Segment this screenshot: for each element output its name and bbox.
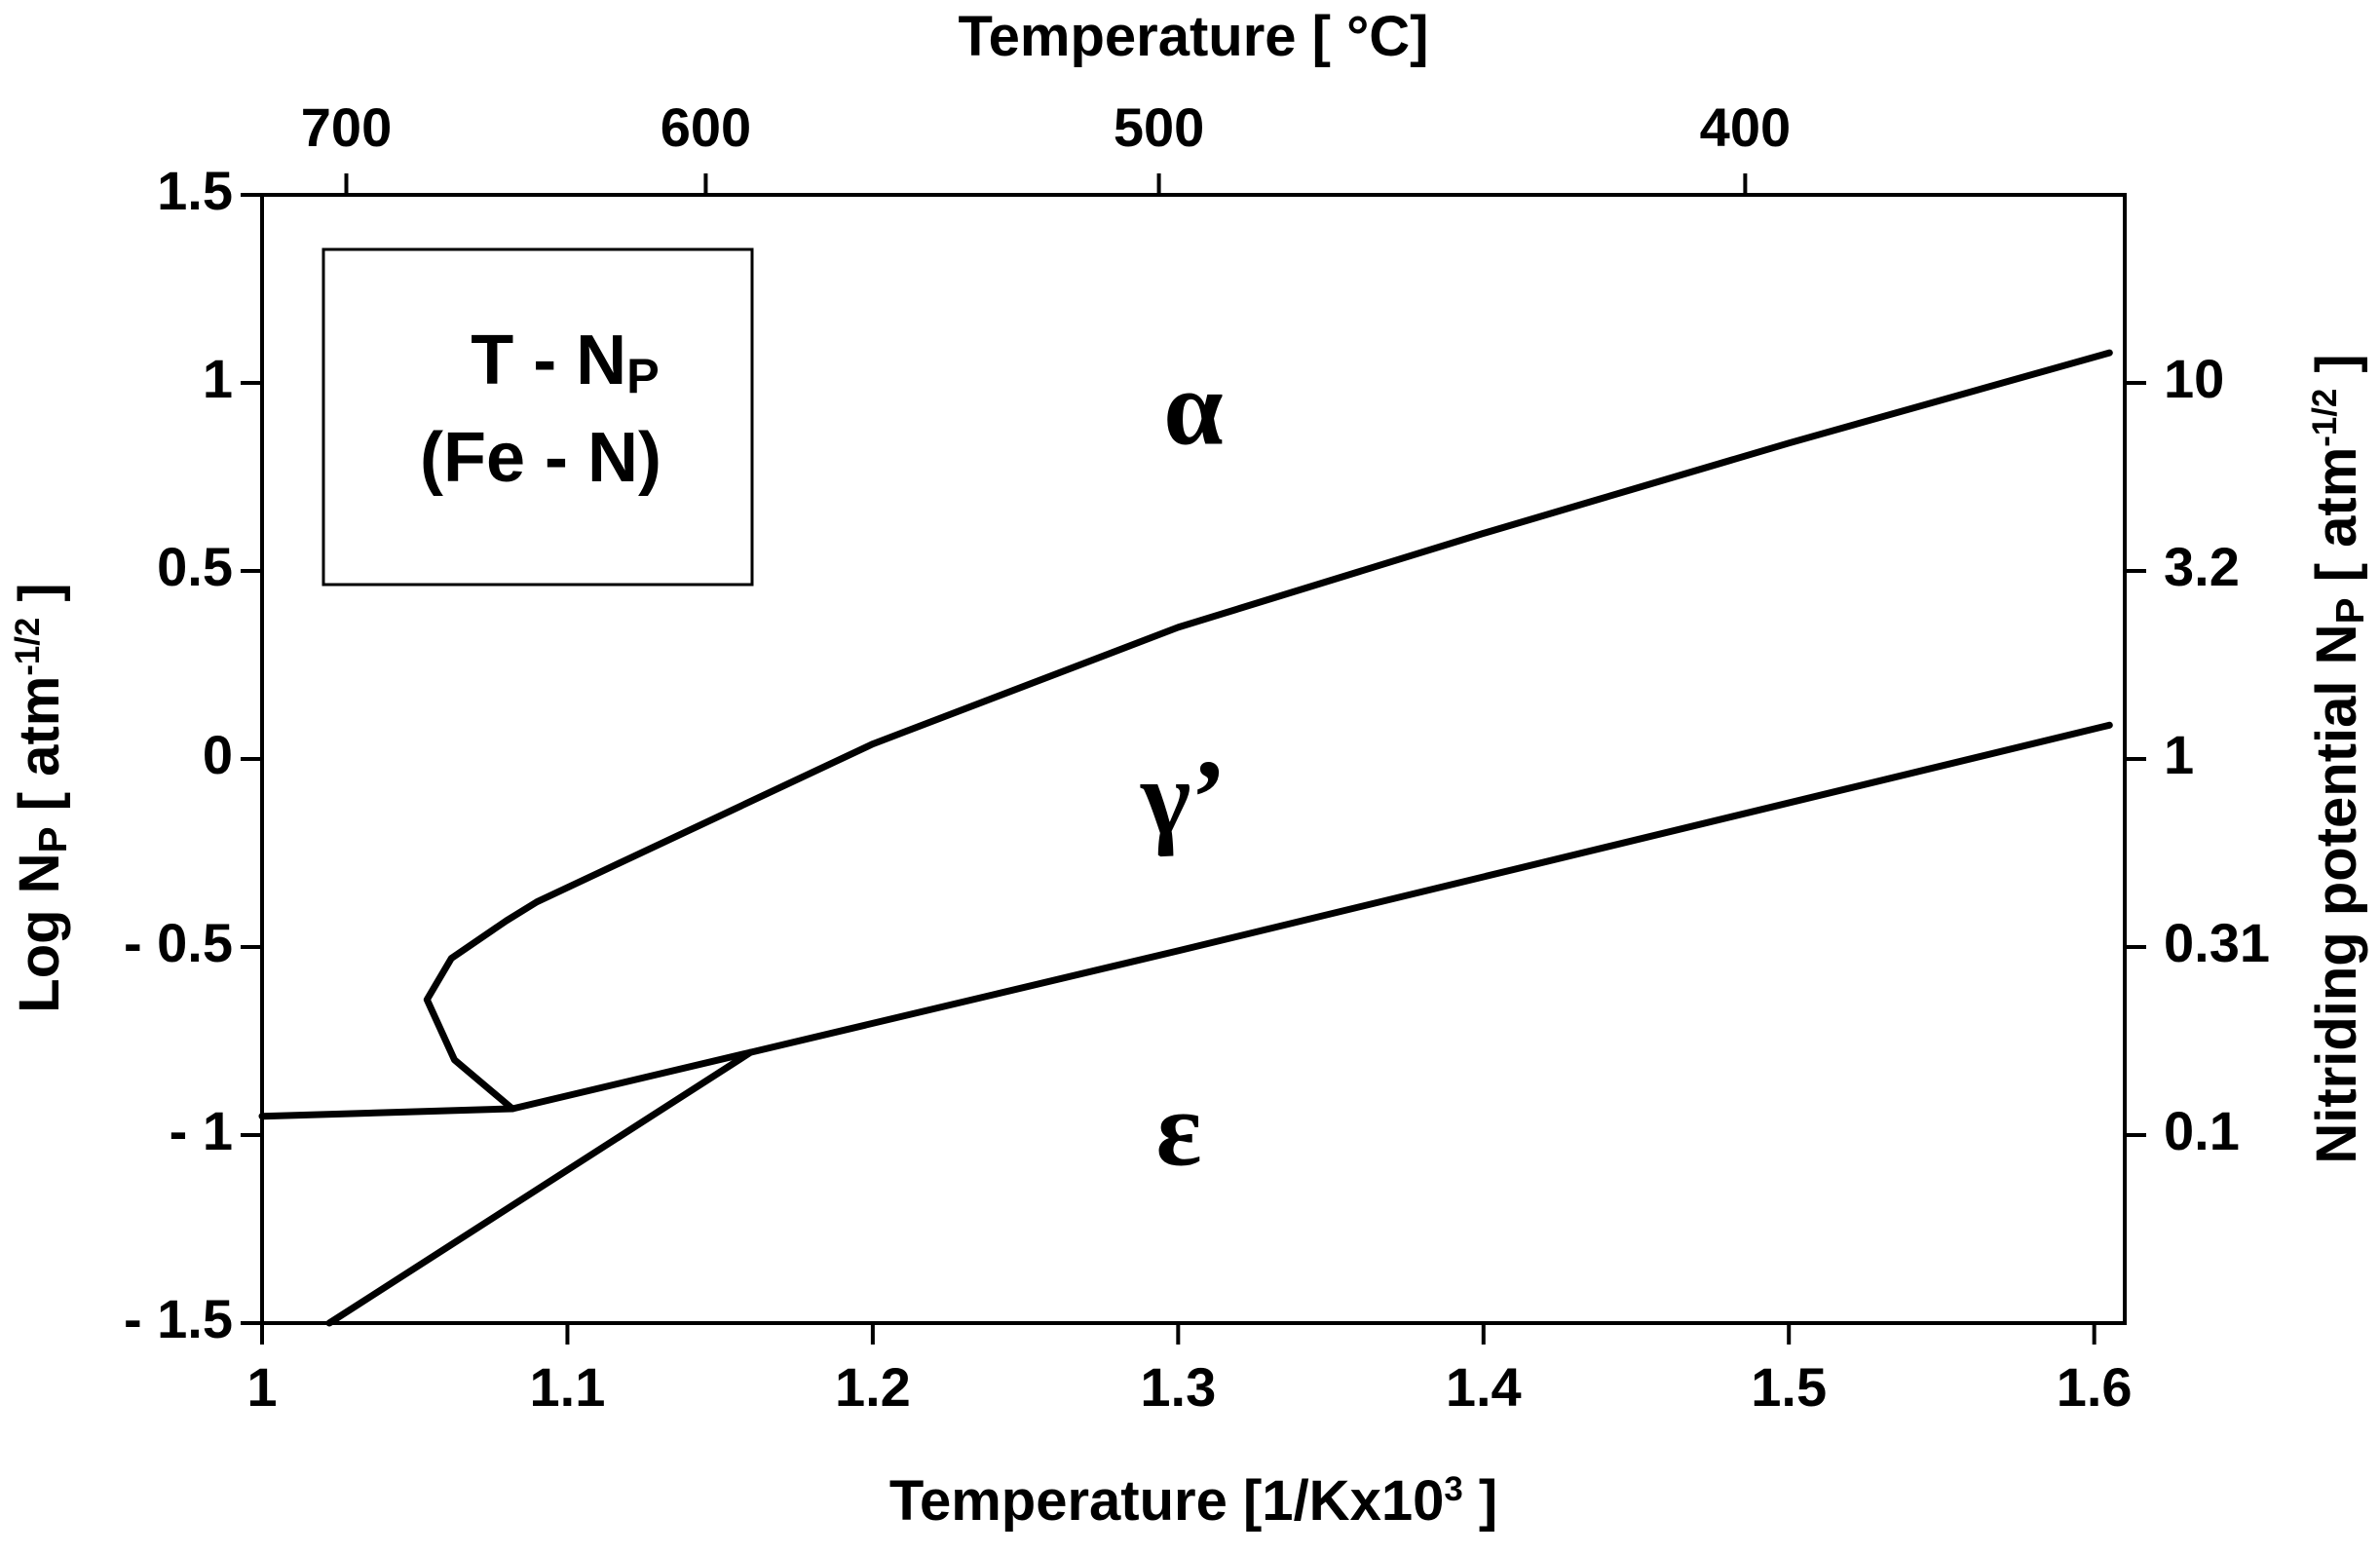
y2-tick-label: 3.2: [2164, 536, 2240, 597]
label-part: P: [30, 826, 75, 853]
x2-axis-title: Temperature [ °C]: [959, 5, 1429, 68]
y2-tick-label: 0.1: [2164, 1100, 2240, 1161]
y-tick-label: 1.5: [157, 160, 233, 221]
x2-tick-label: 600: [661, 96, 751, 158]
y2-axis-title: Nitriding potential NP [ atm-1/2 ]: [2305, 354, 2372, 1163]
label-part: P: [626, 348, 660, 403]
x-tick-label: 1: [246, 1356, 277, 1418]
y2-tick-label: 0.31: [2164, 912, 2270, 973]
region-label: α: [1163, 348, 1223, 467]
y-tick-label: - 1.5: [124, 1288, 233, 1349]
legend-box: [321, 247, 754, 587]
x-axis-title: Temperature [1/Kx103 ]: [889, 1469, 1497, 1533]
label-part: T - N: [471, 322, 626, 399]
region-label: ε: [1156, 1069, 1202, 1188]
label-part: -1/2: [2306, 389, 2344, 447]
x2-tick-label: 500: [1114, 96, 1204, 158]
y-tick-label: - 1: [170, 1100, 233, 1161]
y-tick-label: - 0.5: [124, 912, 233, 973]
y-axis-title: Log NP [ atm-1/2 ]: [8, 583, 75, 1012]
x-tick-label: 1.2: [835, 1356, 911, 1418]
y-tick-label: 0: [203, 724, 233, 785]
label-part: ]: [1463, 1469, 1497, 1533]
label-part: Log N: [8, 853, 71, 1012]
boundary-line: [325, 1048, 754, 1327]
label-part: Nitriding potential N: [2305, 625, 2368, 1164]
box-text: (Fe - N): [420, 419, 661, 497]
label-part: ]: [2305, 354, 2368, 388]
y2-tick-label: 1: [2164, 724, 2194, 785]
x-tick-label: 1.1: [530, 1356, 606, 1418]
y-tick-label: 1: [203, 348, 233, 409]
label-part: Temperature [1/Kx10: [889, 1469, 1445, 1533]
label-part: [ atm: [8, 676, 71, 827]
x-tick-label: 1.3: [1140, 1356, 1216, 1418]
x-tick-label: 1.5: [1751, 1356, 1827, 1418]
label-part: [ atm: [2305, 447, 2368, 598]
x2-tick-label: 400: [1700, 96, 1791, 158]
region-label: γ’: [1140, 738, 1227, 856]
label-part: -1/2: [9, 618, 47, 676]
label-part: 3: [1444, 1470, 1462, 1508]
label-part: (Fe - N): [420, 419, 661, 497]
label-part: P: [2327, 597, 2372, 624]
y-tick-label: 0.5: [157, 536, 233, 597]
x2-tick-label: 700: [301, 96, 392, 158]
x-tick-label: 1.6: [2057, 1356, 2133, 1418]
label-part: Temperature [ °C]: [959, 5, 1429, 68]
label-part: ]: [8, 583, 71, 617]
x-tick-label: 1.4: [1446, 1356, 1522, 1418]
y2-tick-label: 10: [2164, 348, 2224, 409]
boundary-line: [423, 349, 2113, 1113]
box-text: T - NP: [471, 322, 660, 403]
